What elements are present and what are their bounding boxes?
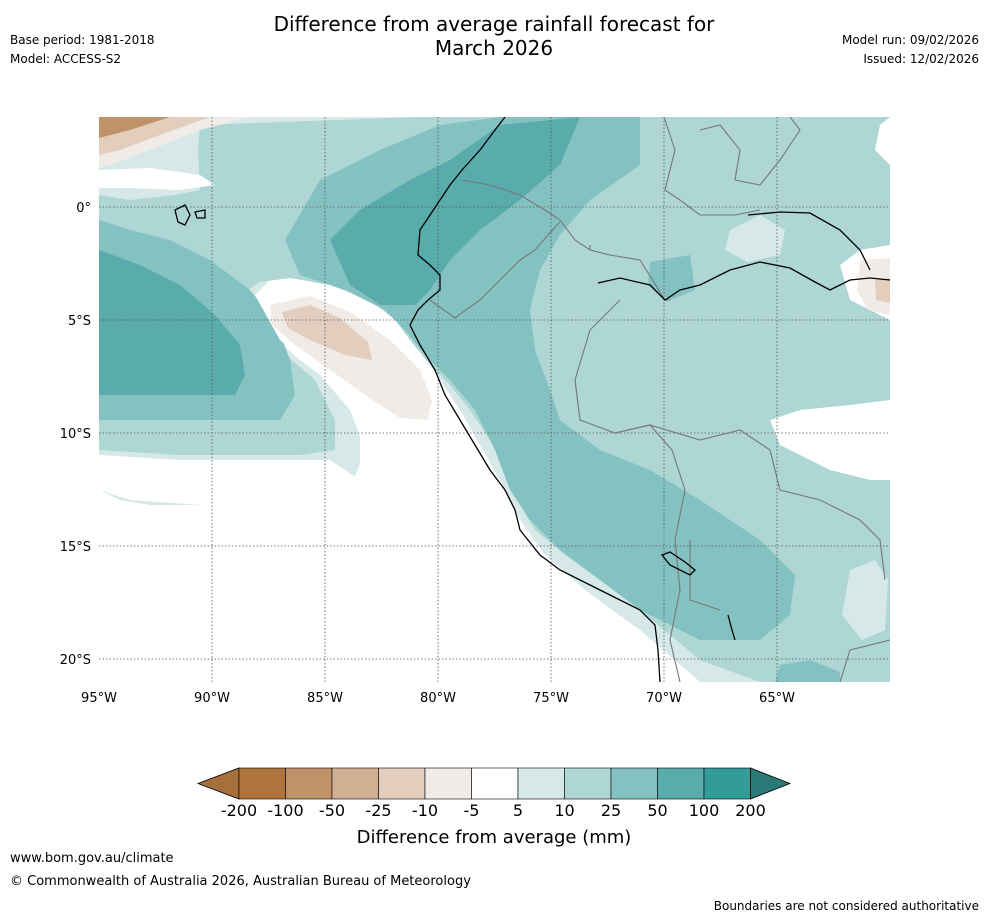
lat-label: 0°	[76, 201, 91, 216]
contour-neutral-nw	[99, 168, 215, 190]
contour-50-100	[99, 117, 580, 395]
colorbar-title: Difference from average (mm)	[357, 827, 632, 848]
contour-5-10-central	[725, 215, 785, 262]
title-line-2: March 2026	[434, 36, 554, 60]
graticule	[99, 117, 890, 682]
colorbar-tick: 10	[554, 801, 574, 820]
lon-label: 95°W	[81, 691, 117, 706]
colorbar-segment	[471, 767, 519, 800]
contour-neutral-east	[770, 400, 890, 480]
colorbar-segment	[331, 767, 379, 800]
colorbar-tick: -100	[267, 801, 303, 820]
colorbar-tick: 200	[735, 801, 766, 820]
meta-right: Model run: 09/02/2026 Issued: 12/02/2026	[842, 31, 979, 69]
model-name: Model: ACCESS-S2	[10, 52, 122, 66]
longitude-labels: 95°W 90°W 85°W 80°W 75°W 70°W 65°W	[81, 691, 795, 706]
lon-label: 70°W	[646, 691, 682, 706]
colorbar-tick: -200	[221, 801, 257, 820]
meta-left: Base period: 1981-2018 Model: ACCESS-S2	[10, 31, 155, 69]
colorbar-segment	[564, 767, 612, 800]
colorbar-segment	[238, 767, 286, 800]
base-period: Base period: 1981-2018	[10, 33, 155, 47]
colorbar-extend-high	[750, 767, 792, 800]
colorbar	[196, 767, 792, 800]
map-title: Difference from average rainfall forecas…	[0, 12, 988, 60]
lon-label: 80°W	[420, 691, 456, 706]
lat-label: 15°S	[60, 540, 91, 555]
colorbar-tick: 50	[647, 801, 667, 820]
contour-dry-nw-inner	[99, 117, 170, 138]
country-boundaries	[429, 117, 890, 682]
colorbar-segment	[657, 767, 705, 800]
colorbar-segment	[285, 767, 333, 800]
contour-dry-offshore-inner	[282, 305, 372, 360]
rainfall-anomaly-field	[99, 117, 890, 682]
colorbar-segment	[517, 767, 565, 800]
colorbar-tick-labels: -200 -100 -50 -25 -10 -5 5 10 25 50 100 200	[221, 801, 766, 820]
latitude-labels: 0° 5°S 10°S 15°S 20°S	[60, 201, 91, 668]
colorbar-extend-low	[196, 767, 240, 800]
colorbar-segment	[610, 767, 658, 800]
footer-url[interactable]: www.bom.gov.au/climate	[10, 851, 174, 866]
lat-label: 20°S	[60, 653, 91, 668]
contour-5-10-south	[842, 560, 888, 640]
title-line-1: Difference from average rainfall forecas…	[273, 12, 715, 36]
footer-copyright: © Commonwealth of Australia 2026, Austra…	[10, 874, 471, 889]
colorbar-segment	[378, 767, 426, 800]
colorbar-tick: 5	[513, 801, 523, 820]
colorbar-tick: -50	[319, 801, 345, 820]
colorbar-tick: -5	[464, 801, 480, 820]
lon-label: 65°W	[759, 691, 795, 706]
lat-label: 10°S	[60, 427, 91, 442]
colorbar-segment	[703, 767, 751, 800]
lat-label: 5°S	[68, 314, 91, 329]
lon-label: 90°W	[194, 691, 230, 706]
lon-label: 85°W	[307, 691, 343, 706]
contour-neutral-corner	[875, 117, 890, 165]
lon-label: 75°W	[533, 691, 569, 706]
coastline	[174, 117, 890, 682]
contour-dry-ne-inner	[875, 278, 890, 303]
colorbar-tick: -10	[412, 801, 438, 820]
contour-25-50	[99, 117, 795, 640]
issued-date: Issued: 12/02/2026	[863, 52, 979, 66]
colorbar-segment	[424, 767, 472, 800]
colorbar-tick: 25	[601, 801, 621, 820]
model-run: Model run: 09/02/2026	[841, 33, 979, 47]
colorbar-tick: 100	[689, 801, 720, 820]
footer-disclaimer: Boundaries are not considered authoritat…	[713, 899, 979, 913]
contour-neutral-coast	[99, 285, 660, 682]
contour-neutral-west	[99, 455, 360, 505]
colorbar-tick: -25	[365, 801, 391, 820]
contour-25-50-south	[775, 660, 840, 682]
